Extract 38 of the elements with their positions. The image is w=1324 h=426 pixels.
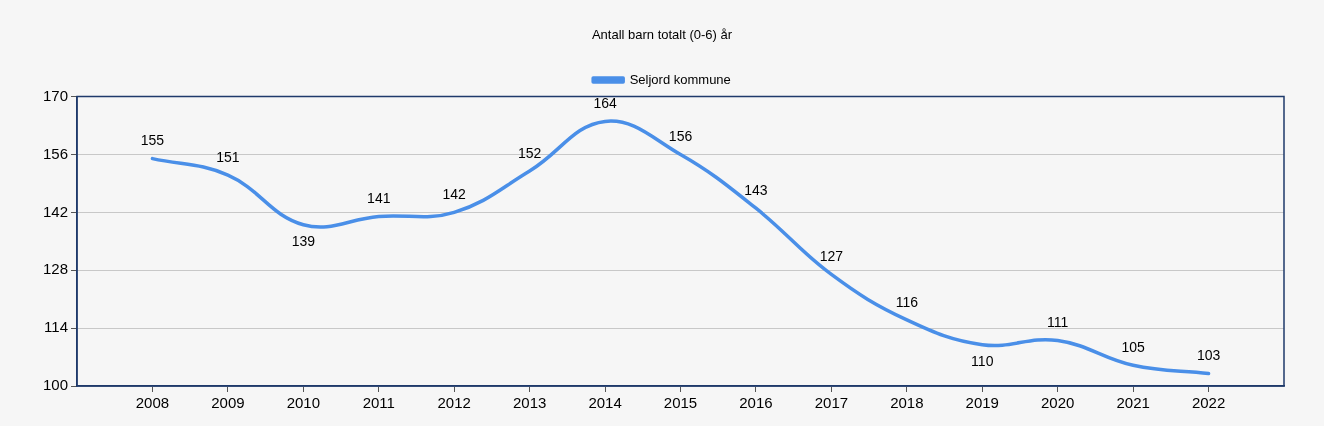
x-tick-label: 2008 xyxy=(135,394,170,412)
x-tick-label: 2022 xyxy=(1191,394,1226,412)
y-tick-label: 142 xyxy=(43,202,69,220)
data-label: 156 xyxy=(668,128,693,145)
data-label: 105 xyxy=(1121,339,1146,356)
x-tick-label: 2020 xyxy=(1041,394,1075,412)
x-tick-label: 2012 xyxy=(437,394,471,412)
y-tick-label: 170 xyxy=(43,86,69,104)
x-tick-label: 2015 xyxy=(663,394,698,412)
chart-title: Antall barn totalt (0-6) år xyxy=(591,27,733,43)
x-tick-label: 2019 xyxy=(965,394,999,412)
data-label: 111 xyxy=(1047,314,1069,331)
data-label: 139 xyxy=(291,232,316,249)
data-label: 152 xyxy=(517,144,542,161)
data-label: 155 xyxy=(140,132,165,149)
legend-label: Seljord kommune xyxy=(629,71,731,87)
x-tick-label: 2021 xyxy=(1116,394,1150,412)
x-tick-label: 2011 xyxy=(362,394,395,412)
x-tick-label: 2010 xyxy=(286,394,321,412)
x-tick-label: 2009 xyxy=(211,394,245,412)
y-tick-label: 156 xyxy=(43,144,69,162)
y-tick-label: 114 xyxy=(44,318,69,336)
x-tick-label: 2018 xyxy=(890,394,924,412)
y-tick-label: 100 xyxy=(43,376,69,394)
x-tick-label: 2017 xyxy=(814,394,849,412)
data-label: 142 xyxy=(442,186,467,203)
y-tick-label: 128 xyxy=(43,260,69,278)
data-label: 143 xyxy=(744,182,768,199)
data-label: 141 xyxy=(367,190,391,207)
data-label: 164 xyxy=(593,95,617,112)
x-tick-label: 2016 xyxy=(739,394,773,412)
data-label: 116 xyxy=(895,293,919,310)
x-tick-label: 2013 xyxy=(512,394,547,412)
x-tick-label: 2014 xyxy=(588,394,622,412)
data-label: 127 xyxy=(819,248,844,265)
data-label: 151 xyxy=(216,149,240,166)
data-label: 103 xyxy=(1196,347,1221,364)
data-label: 110 xyxy=(971,352,994,369)
